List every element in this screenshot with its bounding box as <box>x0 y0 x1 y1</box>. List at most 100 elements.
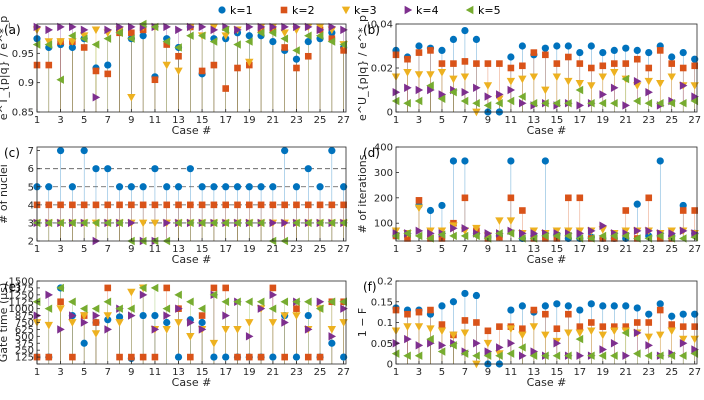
data-point-k=5 <box>68 297 76 306</box>
data-point-k=5 <box>233 297 241 306</box>
x-tick-label: 3 <box>57 244 63 255</box>
x-tick-label: 27 <box>688 367 701 378</box>
x-tick-label: 5 <box>81 115 87 126</box>
data-point-k=3 <box>449 75 458 84</box>
data-point-k=2 <box>304 52 312 60</box>
data-point-k=5 <box>633 234 641 243</box>
x-tick-label: 19 <box>596 115 609 126</box>
data-point-k=3 <box>472 224 481 233</box>
data-point-k=1 <box>45 183 53 191</box>
data-point-k=2 <box>576 60 584 67</box>
data-point-k=2 <box>438 321 446 328</box>
data-point-k=1 <box>507 306 515 314</box>
data-point-k=4 <box>92 311 101 320</box>
data-point-k=2 <box>415 197 423 204</box>
x-tick-label: 3 <box>416 367 422 378</box>
data-point-k=2 <box>234 201 241 209</box>
data-point-k=4 <box>519 351 527 360</box>
data-point-k=3 <box>656 80 665 88</box>
data-point-k=4 <box>668 229 676 238</box>
data-point-k=1 <box>541 302 549 310</box>
data-point-k=5 <box>667 234 676 243</box>
data-point-k=1 <box>541 44 549 52</box>
x-tick-label: 13 <box>527 367 540 378</box>
data-point-k=5 <box>221 218 230 228</box>
data-point-k=2 <box>484 327 492 335</box>
data-point-k=4 <box>496 343 504 352</box>
data-point-k=5 <box>541 99 549 108</box>
data-point-k=1 <box>222 353 230 361</box>
y-axis-label: e^U_{p|q} / e^*_p <box>356 15 369 121</box>
data-point-k=4 <box>304 325 313 334</box>
data-point-k=5 <box>483 101 492 110</box>
data-point-k=2 <box>198 67 206 75</box>
data-point-k=4 <box>269 290 278 300</box>
legend-marker-k=2 <box>280 6 288 14</box>
data-point-k=3 <box>79 32 89 40</box>
data-point-k=3 <box>174 67 183 76</box>
x-tick-label: 9 <box>128 244 134 255</box>
data-point-k=2 <box>588 64 595 72</box>
data-point-k=5 <box>245 37 253 46</box>
x-tick-label: 7 <box>105 115 111 126</box>
data-point-k=5 <box>690 232 699 242</box>
data-point-k=1 <box>553 300 561 308</box>
data-point-k=5 <box>91 40 100 49</box>
x-tick-label: 11 <box>149 244 162 255</box>
data-point-k=5 <box>315 304 324 313</box>
data-point-k=2 <box>175 201 182 209</box>
data-point-k=5 <box>256 297 265 306</box>
data-point-k=2 <box>656 235 664 242</box>
data-point-k=5 <box>174 43 182 52</box>
x-tick-label: 25 <box>314 115 327 126</box>
data-point-k=2 <box>622 323 630 330</box>
data-point-k=5 <box>564 231 572 241</box>
x-tick-label: 15 <box>550 115 563 126</box>
data-point-k=2 <box>198 201 206 209</box>
data-point-k=5 <box>518 92 526 101</box>
data-point-k=2 <box>328 201 336 209</box>
data-point-k=4 <box>257 304 266 313</box>
data-point-k=4 <box>599 345 607 354</box>
data-point-k=3 <box>150 219 160 228</box>
data-point-k=3 <box>127 93 136 102</box>
data-point-k=2 <box>461 58 469 65</box>
data-point-k=5 <box>449 88 457 97</box>
data-point-k=5 <box>564 99 572 108</box>
data-point-k=5 <box>403 351 411 360</box>
x-tick-label: 27 <box>337 244 350 255</box>
data-point-k=5 <box>587 351 595 360</box>
data-point-k=2 <box>187 353 194 361</box>
data-point-k=2 <box>427 47 434 54</box>
data-point-k=2 <box>222 201 230 209</box>
data-point-k=1 <box>461 289 469 298</box>
x-tick-label: 5 <box>81 367 87 378</box>
data-point-k=4 <box>222 311 230 320</box>
data-point-k=5 <box>518 343 526 352</box>
data-point-k=4 <box>186 22 195 32</box>
data-point-k=2 <box>163 41 171 48</box>
legend-label: k=5 <box>478 4 501 17</box>
data-point-k=2 <box>622 60 630 67</box>
y-tick-label: 0.85 <box>12 108 34 119</box>
y-tick-label: 250 <box>15 346 34 357</box>
data-point-k=1 <box>186 165 194 173</box>
data-point-k=4 <box>245 332 254 341</box>
x-tick-label: 5 <box>439 367 445 378</box>
data-point-k=3 <box>280 312 289 320</box>
data-point-k=3 <box>449 331 458 340</box>
data-point-k=2 <box>57 201 64 209</box>
data-point-k=2 <box>404 55 411 63</box>
data-point-k=4 <box>633 226 642 236</box>
y-tick-label: 0.2 <box>377 277 393 288</box>
data-point-k=4 <box>576 229 585 238</box>
y-tick-label: 100 <box>374 219 393 230</box>
y-tick-label: 500 <box>15 332 34 343</box>
x-tick-label: 9 <box>485 367 491 378</box>
data-point-k=2 <box>222 85 230 92</box>
data-point-k=2 <box>104 70 112 78</box>
x-tick-label: 15 <box>196 367 209 378</box>
x-tick-label: 15 <box>550 244 563 255</box>
data-point-k=5 <box>103 297 112 306</box>
